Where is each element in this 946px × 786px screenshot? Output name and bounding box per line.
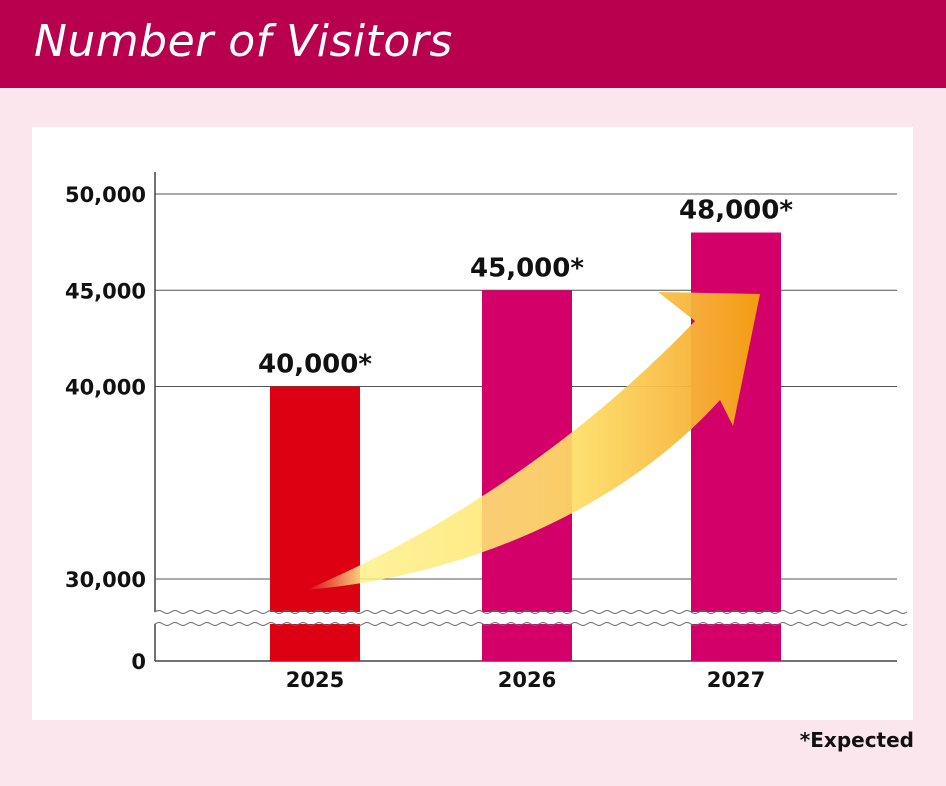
header-bar: Number of Visitors (0, 0, 946, 88)
x-tick-label: 2025 (286, 668, 344, 692)
y-tick-label: 30,000 (65, 568, 146, 592)
axis-break-band (154, 612, 898, 624)
data-label: 48,000* (679, 196, 793, 226)
y-tick-label: 0 (131, 650, 146, 674)
y-tick-label: 45,000 (65, 279, 146, 303)
data-label: 45,000* (470, 253, 584, 283)
page-title: Number of Visitors (34, 16, 453, 67)
x-tick-label: 2027 (707, 668, 765, 692)
axis-break-line (154, 622, 908, 626)
y-tick-label: 50,000 (65, 183, 146, 207)
footnote: *Expected (799, 728, 914, 752)
axis-break-line (154, 610, 908, 614)
trend-arrow (306, 292, 760, 590)
y-tick-label: 40,000 (65, 376, 146, 400)
data-label: 40,000* (258, 350, 372, 380)
x-tick-label: 2026 (498, 668, 556, 692)
